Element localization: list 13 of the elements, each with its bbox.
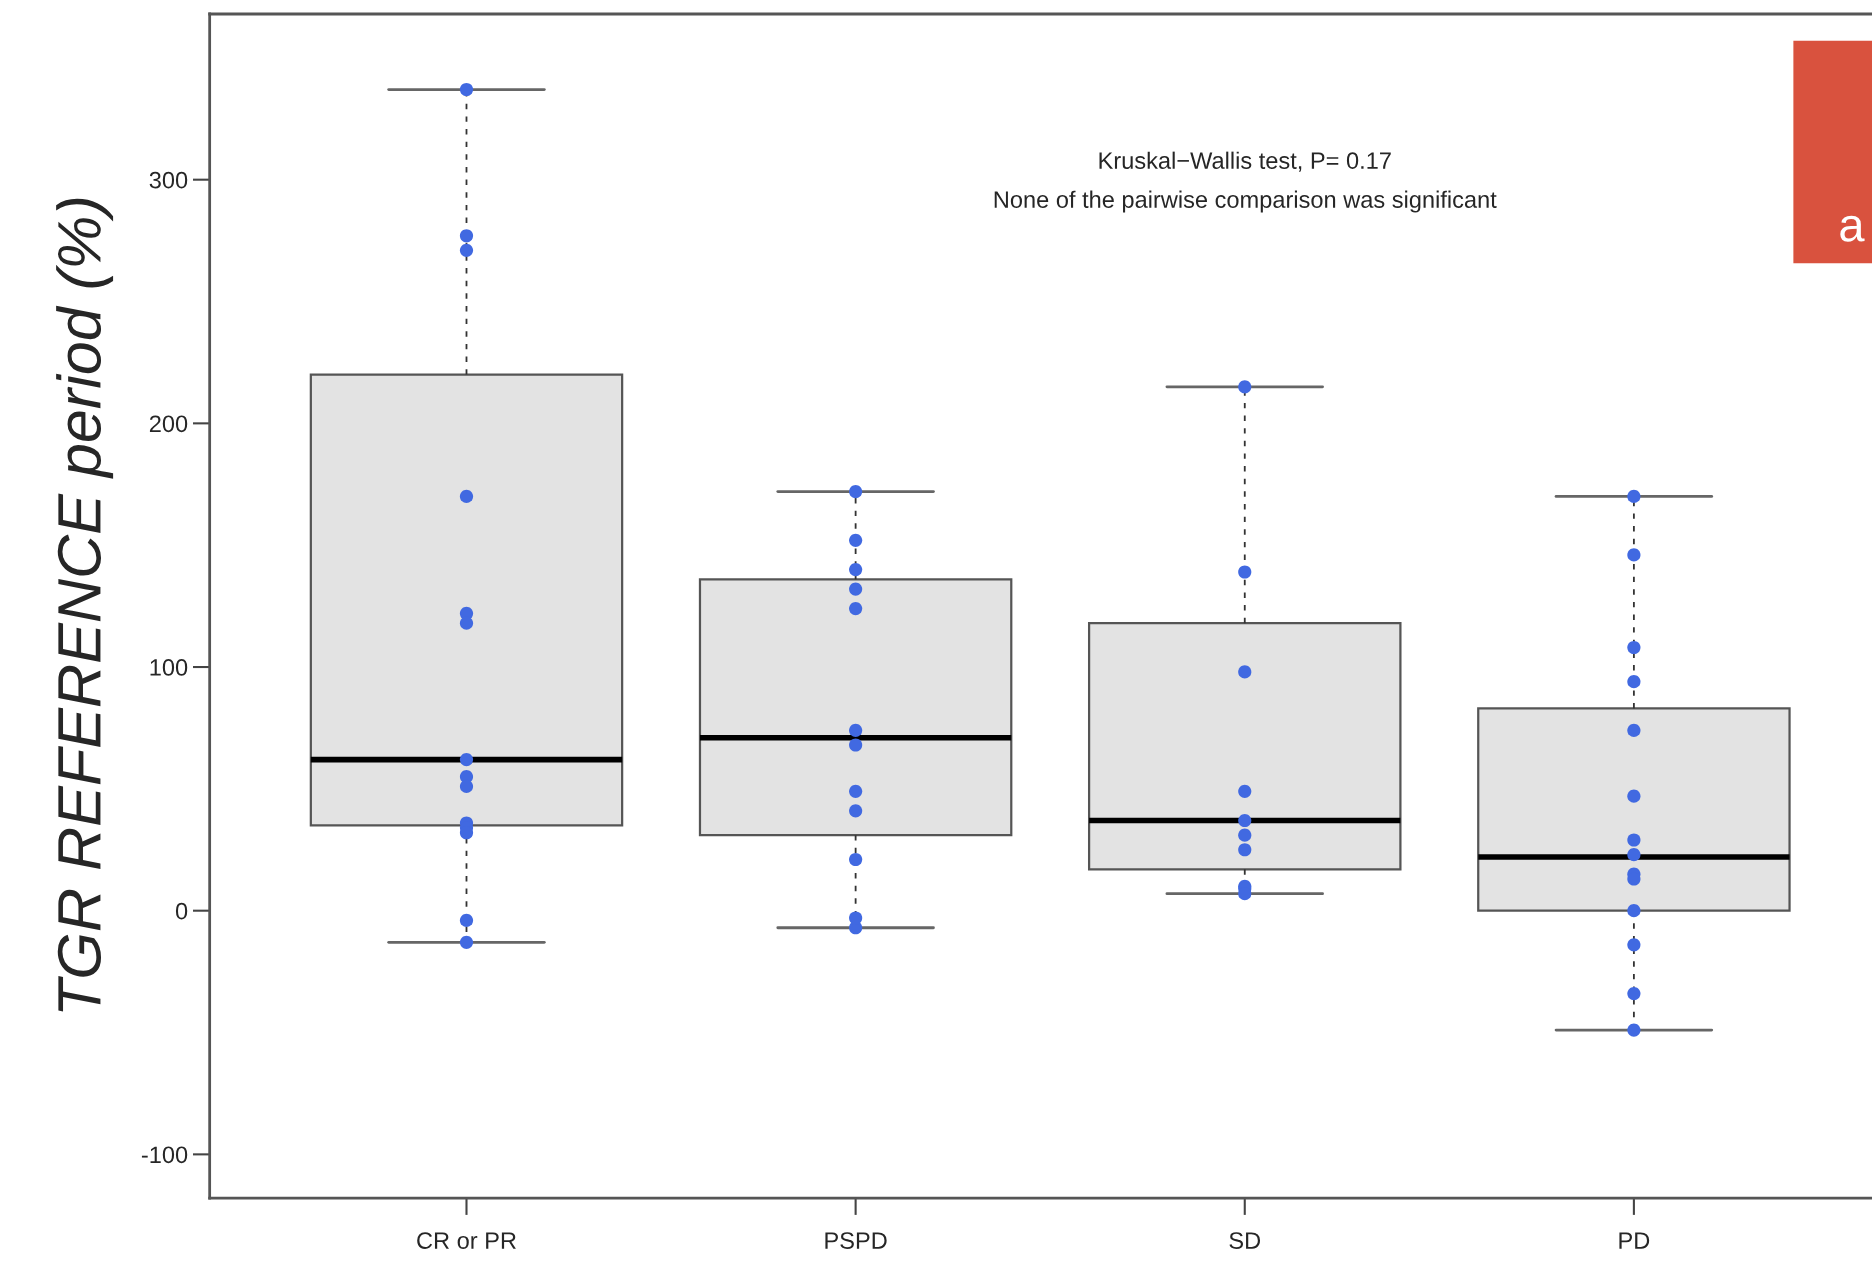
y-tick-label: 300 [149,171,188,189]
annotation: Kruskal−Wallis test, P= 0.17 [1099,151,1391,172]
x-tick-label: PD [1619,1232,1650,1249]
x-tick-label: CR or PR [417,1232,516,1249]
annotation: None of the pairwise comparison was significant [994,190,1497,213]
annotation: a [1840,215,1865,242]
y-tick-label: 200 [149,415,188,433]
y-tick-label: 100 [150,659,188,676]
y-tick-label: -100 [141,1146,188,1164]
y-tick-label: 0 [175,902,188,920]
y-axis-title: TGR REFERENCE period (%) [56,198,114,1012]
x-tick-label: PSPD [825,1232,887,1249]
x-tick-label: SD [1229,1232,1261,1249]
